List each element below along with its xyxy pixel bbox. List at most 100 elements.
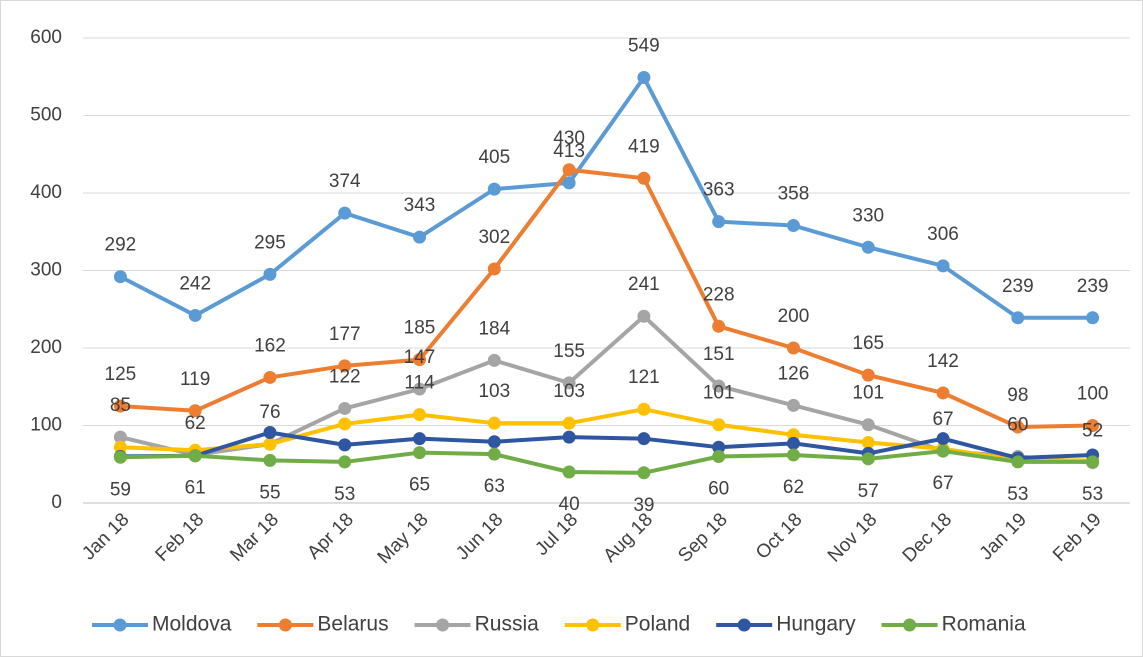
series-line	[120, 449, 1093, 475]
data-label: 241	[628, 274, 660, 295]
data-label: 53	[1007, 484, 1028, 505]
data-point	[786, 219, 800, 233]
data-point	[1011, 420, 1025, 434]
data-label: 53	[334, 484, 355, 505]
data-point	[637, 71, 651, 85]
data-label: 67	[932, 473, 953, 494]
data-point	[413, 382, 427, 396]
data-point	[1011, 455, 1025, 469]
data-label: 200	[778, 306, 810, 327]
legend-marker	[737, 618, 751, 632]
data-label: 101	[852, 383, 884, 404]
data-point	[487, 182, 501, 196]
data-point	[113, 450, 127, 464]
data-label: 374	[329, 171, 361, 192]
data-label: 184	[478, 318, 510, 339]
data-label: 330	[852, 205, 884, 226]
data-point	[786, 436, 800, 450]
data-point	[487, 435, 501, 449]
legend-marker	[113, 618, 127, 632]
data-label: 62	[783, 477, 804, 498]
data-label: 103	[553, 381, 585, 402]
data-point	[936, 444, 950, 458]
data-point	[936, 432, 950, 446]
legend-label: Poland	[625, 613, 690, 636]
y-tick-label: 0	[51, 492, 62, 513]
legend-marker	[903, 618, 917, 632]
data-point	[1086, 311, 1100, 325]
data-point	[413, 408, 427, 422]
data-point	[338, 206, 352, 220]
data-point	[487, 262, 501, 276]
y-tick-label: 500	[30, 105, 62, 126]
data-point	[338, 359, 352, 373]
data-label: 147	[404, 347, 436, 368]
legend-label: Hungary	[776, 613, 856, 636]
data-label: 151	[703, 344, 735, 365]
data-label: 413	[553, 141, 585, 162]
data-point	[413, 432, 427, 446]
data-point	[861, 452, 875, 466]
data-label: 100	[1077, 384, 1109, 405]
data-point	[562, 430, 576, 444]
series-line	[119, 75, 1093, 320]
data-point	[113, 430, 127, 444]
data-label: 185	[404, 318, 436, 339]
data-label: 60	[1007, 415, 1028, 436]
data-point	[562, 163, 576, 177]
data-point	[712, 450, 726, 463]
data-point	[562, 416, 576, 430]
data-label: 121	[628, 367, 660, 388]
data-point	[188, 449, 202, 463]
data-label: 155	[553, 341, 585, 362]
data-label: 67	[932, 409, 953, 430]
y-tick-label: 200	[30, 337, 62, 358]
data-label: 76	[259, 402, 280, 423]
data-label: 65	[409, 475, 430, 496]
data-label: 306	[927, 224, 959, 245]
data-label: 59	[110, 479, 131, 500]
data-point	[712, 440, 726, 454]
data-point	[936, 386, 950, 400]
data-point	[1011, 311, 1025, 325]
y-tick-label: 100	[30, 415, 62, 436]
data-point	[637, 171, 651, 185]
data-point	[1086, 455, 1100, 469]
data-label: 126	[778, 363, 810, 384]
data-point	[562, 465, 576, 479]
data-label: 98	[1007, 385, 1028, 406]
data-label: 57	[858, 481, 879, 502]
data-point	[338, 417, 352, 431]
data-point	[263, 370, 277, 384]
data-point	[487, 353, 501, 367]
data-point	[637, 309, 651, 323]
data-label: 119	[180, 369, 210, 390]
data-point	[413, 446, 427, 460]
data-point	[712, 319, 726, 333]
data-label: 53	[1082, 484, 1103, 505]
data-point	[413, 353, 427, 367]
data-label: 430	[553, 128, 585, 149]
data-label: 358	[778, 184, 810, 205]
data-label: 239	[1002, 276, 1034, 297]
data-point	[562, 176, 576, 190]
legend-marker	[586, 618, 600, 632]
data-label: 292	[105, 235, 137, 256]
data-label: 405	[478, 147, 510, 168]
data-point	[188, 404, 202, 418]
data-label: 101	[703, 383, 735, 404]
data-label: 419	[628, 136, 660, 157]
data-point	[1086, 419, 1100, 432]
series-line	[120, 407, 1093, 463]
data-label: 39	[633, 495, 654, 516]
data-label: 228	[703, 284, 735, 305]
data-point	[786, 398, 800, 412]
data-label: 125	[105, 364, 137, 385]
data-label: 63	[484, 476, 505, 497]
data-point	[637, 466, 651, 480]
data-label: 60	[708, 479, 729, 500]
data-point	[861, 368, 875, 382]
data-point	[936, 259, 950, 273]
y-tick-label: 400	[30, 182, 62, 203]
data-point	[712, 215, 726, 229]
